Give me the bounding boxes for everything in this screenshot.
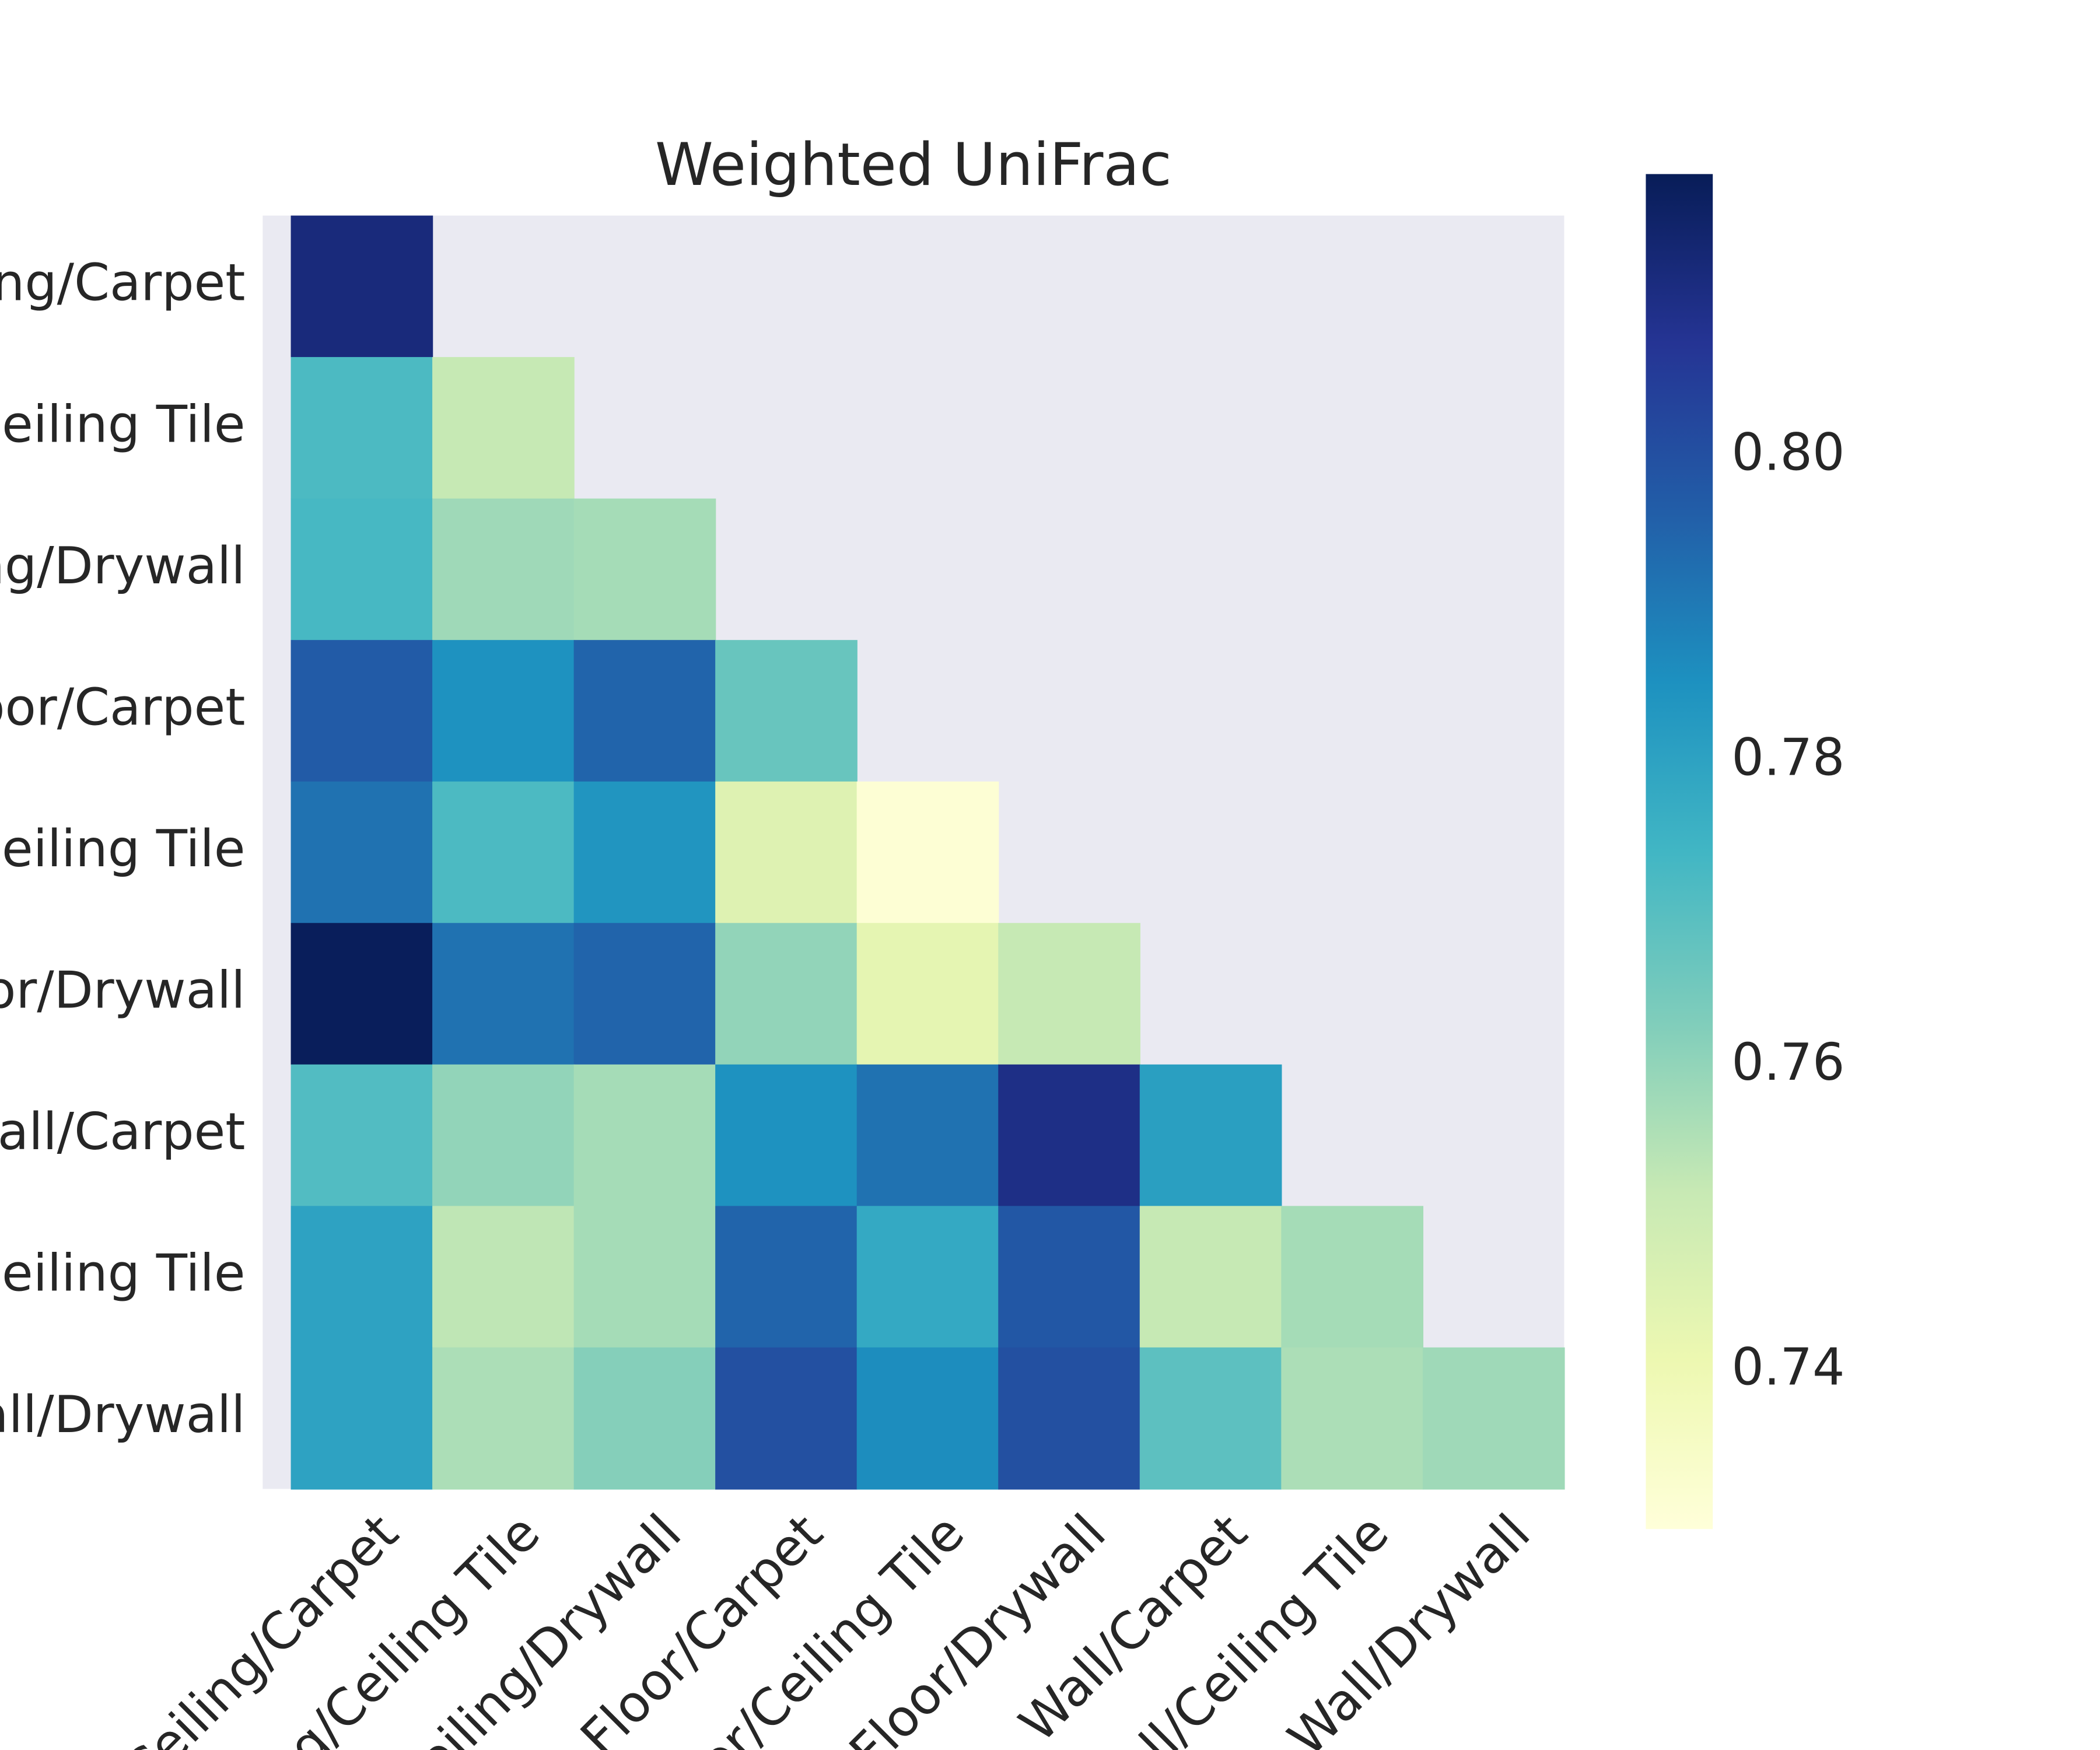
colorbar-tick-label: 0.80 <box>1731 423 1845 482</box>
heatmap-cell <box>856 1206 999 1349</box>
heatmap-cell <box>432 781 575 924</box>
colorbar-tick-label: 0.78 <box>1731 727 1845 787</box>
heatmap-cell <box>573 923 716 1065</box>
heatmap-cell <box>715 1347 858 1490</box>
y-tick-label: Ceiling/Ceiling Tile <box>0 394 246 454</box>
colorbar-tick-label: 0.74 <box>1731 1337 1845 1396</box>
heatmap-cell <box>573 1206 716 1349</box>
heatmap-cell <box>1139 1347 1282 1490</box>
y-tick-label: Ceiling/Drywall <box>0 536 246 596</box>
heatmap-cell <box>998 1347 1140 1490</box>
y-tick-label: Wall/Carpet <box>0 1102 246 1161</box>
heatmap-cell <box>573 498 716 641</box>
heatmap-cell <box>290 498 433 641</box>
heatmap-cell <box>432 640 575 782</box>
heatmap-cell <box>432 1347 575 1490</box>
y-tick-label: Wall/Ceiling Tile <box>0 1244 246 1303</box>
heatmap-cell <box>856 1064 999 1207</box>
chart-title: Weighted UniFrac <box>655 130 1172 199</box>
y-tick-label: Floor/Ceiling Tile <box>0 819 246 878</box>
y-tick-label: Floor/Carpet <box>0 677 246 737</box>
heatmap-cell <box>432 1206 575 1349</box>
y-tick-label: Floor/Drywall <box>0 960 246 1020</box>
heatmap-cell <box>856 1347 999 1490</box>
heatmap-cell <box>715 781 858 924</box>
heatmap-cell <box>432 498 575 641</box>
heatmap-cell <box>998 923 1140 1065</box>
heatmap-cell <box>290 781 433 924</box>
heatmap-cell <box>998 1206 1140 1349</box>
heatmap-cell <box>1139 1064 1282 1207</box>
heatmap-cell <box>432 1064 575 1207</box>
heatmap-cell <box>1281 1347 1424 1490</box>
heatmap-cell <box>998 1064 1140 1207</box>
heatmap-cell <box>715 923 858 1065</box>
heatmap-cell <box>715 1206 858 1349</box>
heatmap-cell <box>856 781 999 924</box>
heatmap-cell <box>1281 1206 1424 1349</box>
heatmap-cell <box>290 1347 433 1490</box>
heatmap-cell <box>573 1347 716 1490</box>
heatmap-cell <box>715 1064 858 1207</box>
heatmap-cell <box>573 640 716 782</box>
heatmap-cell <box>432 357 575 499</box>
heatmap-cell <box>715 640 858 782</box>
heatmap-cell <box>290 1206 433 1349</box>
heatmap-cell <box>290 1064 433 1207</box>
heatmap-cell <box>290 357 433 499</box>
y-tick-label: Ceiling/Carpet <box>0 253 246 313</box>
y-tick-label: Wall/Drywall <box>0 1385 246 1444</box>
heatmap-cell <box>290 640 433 782</box>
heatmap-cell <box>1139 1206 1282 1349</box>
heatmap-cell <box>573 781 716 924</box>
colorbar <box>1646 174 1713 1530</box>
heatmap-cell <box>856 923 999 1065</box>
heatmap-cell <box>290 923 433 1065</box>
colorbar-tick-label: 0.76 <box>1731 1032 1845 1092</box>
heatmap-cell <box>1422 1347 1565 1490</box>
heatmap-cell <box>432 923 575 1065</box>
heatmap-cell <box>290 215 433 358</box>
heatmap-cell <box>573 1064 716 1207</box>
